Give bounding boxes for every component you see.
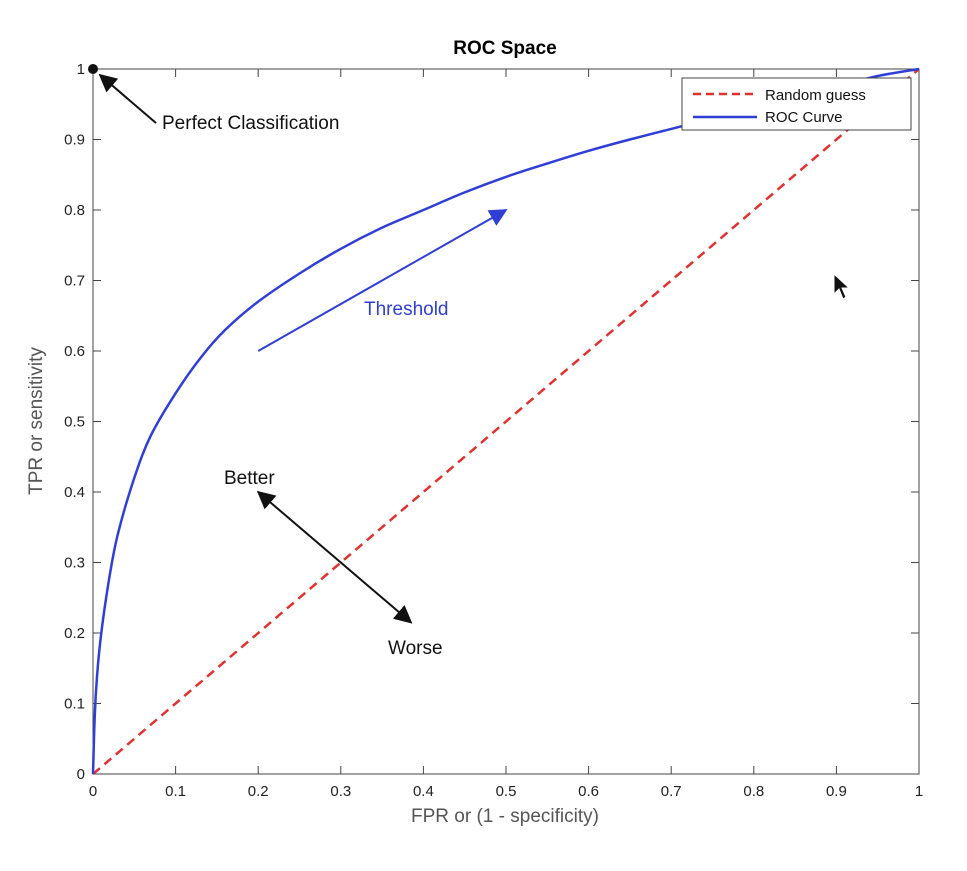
x-tick-label: 0.6 [578,783,599,800]
x-tick-label: 0.7 [661,783,682,800]
mouse-cursor-icon [833,272,851,300]
x-tick-label: 0.1 [165,783,186,800]
x-tick-label: 0.5 [496,783,517,800]
y-tick-label: 0.8 [64,202,85,219]
y-tick-label: 0.4 [64,484,85,501]
worse-label: Worse [388,638,443,659]
better-label: Better [224,468,275,489]
y-tick-label: 0.1 [64,696,85,713]
y-tick-label: 0.2 [64,625,85,642]
threshold-label: Threshold [364,299,449,320]
legend: Random guess ROC Curve [681,77,912,131]
better-worse-arrow [256,490,413,624]
y-tick-label: 1 [77,61,85,78]
perfect-classification-point [88,64,98,74]
y-tick-label: 0.7 [64,273,85,290]
x-tick-labels: 0 0.1 0.2 0.3 0.4 0.5 0.6 0.7 0.8 0.9 1 [89,783,923,800]
x-axis-label: FPR or (1 - specificity) [411,806,599,827]
y-axis-label: TPR or sensitivity [26,347,47,495]
threshold-arrow [257,209,508,352]
x-tick-label: 1 [915,783,923,800]
legend-box [681,77,912,131]
y-tick-label: 0.3 [64,555,85,572]
x-tick-label: 0.2 [248,783,269,800]
random-guess-line [92,68,920,775]
y-tick-label: 0 [77,766,85,783]
chart-title: ROC Space [453,38,556,59]
x-tick-label: 0.8 [743,783,764,800]
perfect-classification-arrow [98,73,157,124]
perfect-classification-label: Perfect Classification [162,113,339,134]
x-tick-label: 0 [89,783,97,800]
y-tick-label: 0.9 [64,132,85,149]
y-tick-label: 0.5 [64,414,85,431]
y-tick-labels: 0 0.1 0.2 0.3 0.4 0.5 0.6 0.7 0.8 0.9 1 [64,61,85,783]
x-tick-label: 0.3 [330,783,351,800]
x-tick-label: 0.9 [826,783,847,800]
y-tick-label: 0.6 [64,343,85,360]
x-tick-label: 0.4 [413,783,434,800]
legend-roc-label: ROC Curve [765,109,843,126]
legend-random-label: Random guess [765,87,866,104]
